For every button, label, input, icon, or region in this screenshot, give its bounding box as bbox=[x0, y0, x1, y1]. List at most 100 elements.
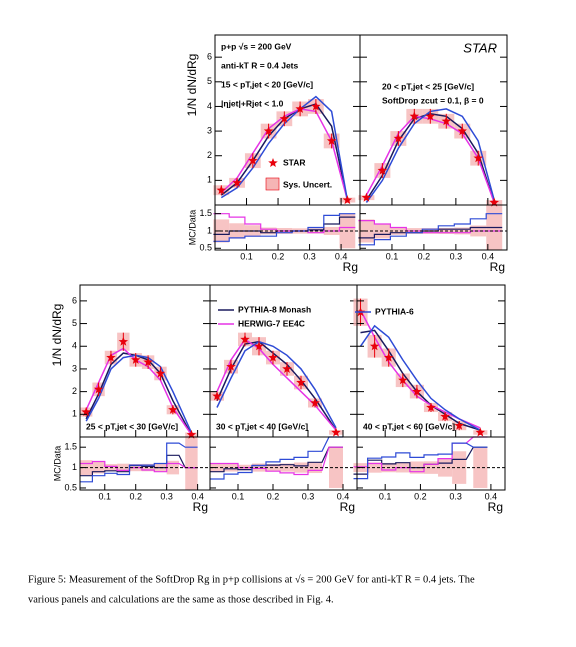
star-marker bbox=[441, 116, 451, 126]
star-marker bbox=[310, 398, 320, 407]
ratio-step bbox=[358, 213, 503, 246]
mc-curve bbox=[359, 309, 481, 429]
x-tick-label: 0.3 bbox=[303, 251, 316, 261]
annotation: 25 < pT,jet < 30 [GeV/c] bbox=[86, 421, 178, 431]
y-tick-label: 6 bbox=[207, 52, 212, 62]
x-tick-label: 0.4 bbox=[337, 491, 350, 501]
x-tick-label: 0.2 bbox=[414, 491, 427, 501]
star-marker bbox=[331, 427, 341, 437]
legend-label: PYTHIA-8 Monash bbox=[238, 304, 311, 314]
x-tick-label: 0.3 bbox=[449, 491, 462, 501]
x-tick-label: 0.4 bbox=[482, 251, 495, 261]
star-marker bbox=[377, 165, 388, 175]
star-marker bbox=[240, 334, 250, 344]
star-marker bbox=[118, 336, 129, 346]
x-tick-label: 0.1 bbox=[99, 491, 112, 501]
star-marker bbox=[475, 427, 486, 437]
ratio-y-axis-label: MC/Data bbox=[52, 446, 62, 482]
star-marker bbox=[454, 420, 464, 430]
x-axis-label: Rg bbox=[343, 260, 358, 274]
caption-line: Figure 5: Measurement of the SoftDrop Rg… bbox=[28, 573, 475, 585]
ratio-frame bbox=[356, 436, 506, 491]
y-tick-label: 2 bbox=[207, 150, 212, 160]
ratio-sys-band bbox=[92, 461, 105, 474]
annotation: 15 < pT,jet < 20 [GeV/c] bbox=[221, 79, 313, 89]
legend-band bbox=[265, 177, 280, 191]
ratio-y-tick-label: 1.5 bbox=[64, 442, 77, 452]
y-tick-label: 3 bbox=[207, 125, 212, 135]
annotation: SoftDrop zcut = 0.1, β = 0 bbox=[382, 95, 484, 105]
star-marker bbox=[282, 363, 292, 373]
ratio-sys-band bbox=[473, 447, 488, 488]
ratio-y-axis-label: MC/Data bbox=[187, 210, 197, 246]
star-marker bbox=[226, 361, 236, 371]
star-marker bbox=[186, 429, 197, 439]
y-tick-label: 3 bbox=[72, 363, 77, 373]
ratio-sys-band bbox=[185, 437, 198, 490]
star-marker bbox=[268, 352, 278, 362]
annotation: |ηjet|+Rjet < 1.0 bbox=[221, 98, 284, 108]
ratio-sys-band bbox=[438, 458, 453, 477]
ratio-step bbox=[210, 436, 343, 480]
star-marker bbox=[131, 354, 141, 364]
ratio-y-tick-label: 0.5 bbox=[199, 243, 212, 253]
x-tick-label: 0.2 bbox=[418, 251, 431, 261]
x-axis-label: Rg bbox=[490, 260, 505, 274]
annotation: 30 < pT,jet < 40 [GeV/c] bbox=[216, 421, 308, 431]
x-tick-label: 0.1 bbox=[386, 251, 399, 261]
x-tick-label: 0.1 bbox=[379, 491, 392, 501]
y-axis-label: 1/N dN/dRg bbox=[185, 54, 199, 117]
star-marker bbox=[155, 368, 166, 378]
ratio-step bbox=[80, 442, 198, 483]
y-tick-label: 6 bbox=[72, 295, 77, 305]
y-tick-label: 5 bbox=[72, 318, 77, 328]
y-axis-label: 1/N dN/dRg bbox=[50, 304, 64, 367]
star-marker bbox=[216, 185, 227, 195]
x-tick-label: 0.1 bbox=[240, 251, 253, 261]
star-marker bbox=[342, 195, 353, 205]
experiment-logo: STAR bbox=[463, 40, 497, 55]
legend-label: Sys. Uncert. bbox=[283, 179, 332, 189]
x-tick-label: 0.2 bbox=[267, 491, 280, 501]
star-marker bbox=[263, 126, 274, 136]
caption-line: various panels and calculations are the … bbox=[28, 594, 334, 605]
star-marker bbox=[369, 341, 380, 351]
legend-label: STAR bbox=[283, 157, 306, 167]
legend-star bbox=[268, 158, 278, 167]
x-axis-label: Rg bbox=[488, 500, 503, 514]
x-tick-label: 0.2 bbox=[129, 491, 142, 501]
x-tick-label: 0.4 bbox=[335, 251, 348, 261]
ratio-y-tick-label: 1 bbox=[207, 225, 212, 235]
star-marker bbox=[93, 384, 104, 394]
annotation: 40 < pT,jet < 60 [GeV/c] bbox=[363, 421, 455, 431]
ratio-step bbox=[210, 446, 343, 476]
star-marker bbox=[248, 155, 258, 165]
star-marker bbox=[426, 402, 436, 412]
star-marker bbox=[361, 192, 372, 202]
x-tick-label: 0.3 bbox=[450, 251, 463, 261]
x-tick-label: 0.3 bbox=[160, 491, 173, 501]
star-marker bbox=[440, 411, 450, 421]
star-marker bbox=[212, 391, 222, 401]
ratio-y-tick-label: 1.5 bbox=[199, 208, 212, 218]
star-marker bbox=[489, 197, 499, 207]
star-marker bbox=[393, 133, 404, 143]
star-marker bbox=[409, 111, 420, 121]
y-tick-label: 4 bbox=[207, 101, 212, 111]
star-marker bbox=[398, 375, 408, 385]
star-marker bbox=[296, 377, 306, 387]
y-tick-label: 4 bbox=[72, 341, 77, 351]
mc-curve bbox=[359, 324, 481, 431]
x-tick-label: 0.4 bbox=[191, 491, 204, 501]
star-marker bbox=[412, 386, 422, 396]
star-marker bbox=[295, 103, 305, 113]
annotation: 20 < pT,jet < 25 [GeV/c] bbox=[382, 81, 474, 91]
star-marker bbox=[232, 177, 242, 187]
x-axis-label: Rg bbox=[193, 500, 208, 514]
x-tick-label: 0.2 bbox=[272, 251, 285, 261]
star-marker bbox=[254, 341, 264, 351]
ratio-sys-band bbox=[117, 463, 130, 472]
y-tick-label: 1 bbox=[72, 409, 77, 419]
